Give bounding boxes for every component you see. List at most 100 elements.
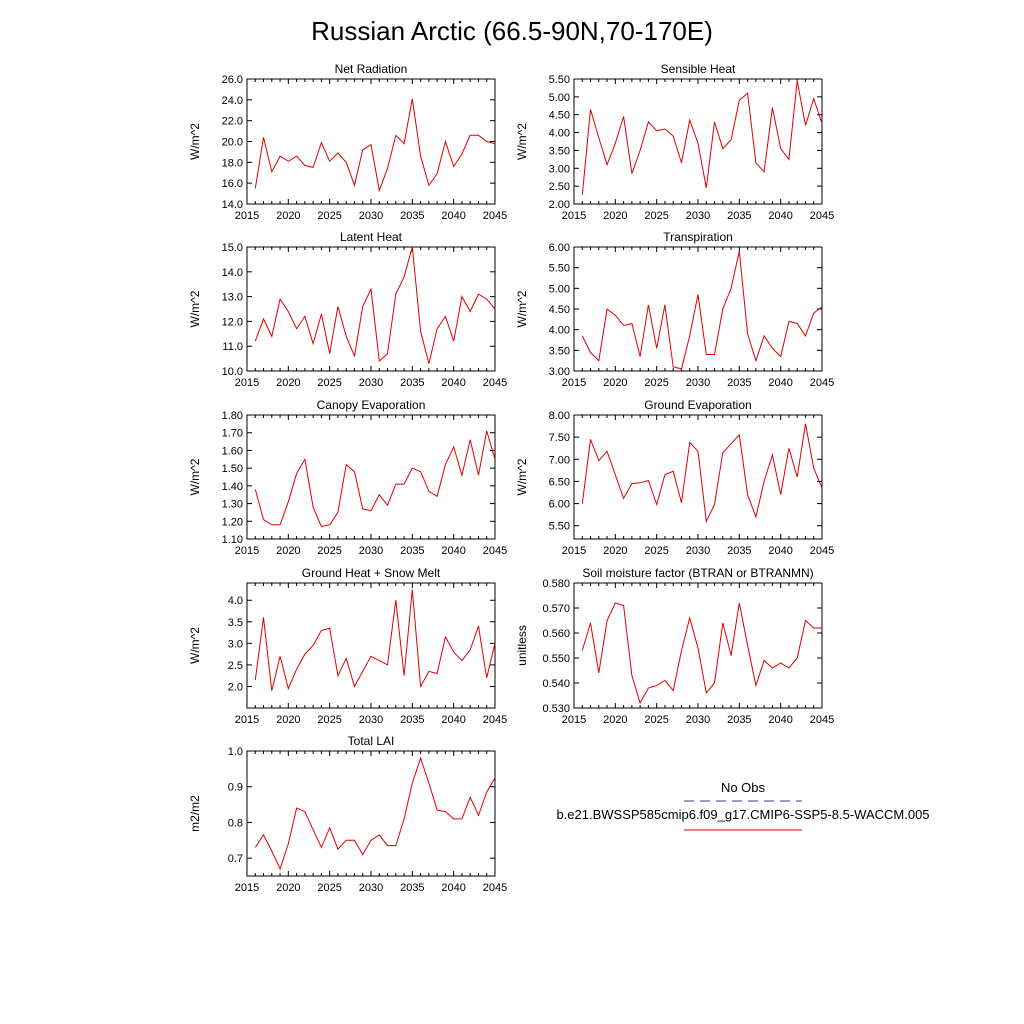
panel-title: Total LAI bbox=[348, 734, 395, 748]
x-tick-label: 2015 bbox=[562, 545, 586, 557]
x-tick-label: 2015 bbox=[235, 545, 259, 557]
x-tick-label: 2045 bbox=[483, 545, 507, 557]
main-title: Russian Arctic (66.5-90N,70-170E) bbox=[311, 16, 713, 46]
x-tick-label: 2020 bbox=[276, 882, 300, 894]
x-tick-label: 2035 bbox=[400, 714, 424, 726]
x-tick-label: 2025 bbox=[644, 714, 668, 726]
y-tick-label: 8.00 bbox=[549, 410, 570, 422]
y-tick-label: 4.00 bbox=[549, 325, 570, 337]
x-tick-label: 2030 bbox=[686, 545, 710, 557]
panel-frame bbox=[573, 414, 823, 540]
y-tick-label: 1.50 bbox=[222, 463, 243, 475]
x-tick-label: 2035 bbox=[400, 377, 424, 389]
series-line bbox=[581, 250, 823, 370]
y-tick-label: 0.550 bbox=[542, 653, 570, 665]
y-tick-label: 2.00 bbox=[549, 199, 570, 211]
y-tick-label: 1.70 bbox=[222, 428, 243, 440]
y-tick-label: 1.20 bbox=[222, 516, 243, 528]
panels: Net Radiation 2015 2020 2025 2030 2035 2040 204… bbox=[188, 62, 834, 894]
y-tick-label: 12.0 bbox=[222, 316, 243, 328]
panel-9: Total LAI 2015 2020 2025 2030 2035 2040 2045 0.7… bbox=[188, 734, 507, 894]
panel-title: Transpiration bbox=[663, 230, 733, 244]
y-tick-label: 15.0 bbox=[222, 242, 243, 254]
x-tick-label: 2030 bbox=[359, 210, 383, 222]
panel-title: Net Radiation bbox=[335, 62, 408, 76]
x-tick-label: 2020 bbox=[603, 545, 627, 557]
y-tick-label: 5.50 bbox=[549, 263, 570, 275]
x-tick-label: 2045 bbox=[810, 210, 834, 222]
y-tick-label: 26.0 bbox=[222, 74, 243, 86]
x-tick-label: 2040 bbox=[441, 210, 465, 222]
x-tick-label: 2015 bbox=[235, 210, 259, 222]
y-tick-label: 3.5 bbox=[228, 617, 243, 629]
y-tick-label: 3.00 bbox=[549, 163, 570, 175]
x-tick-label: 2015 bbox=[562, 714, 586, 726]
x-tick-label: 2035 bbox=[400, 545, 424, 557]
x-tick-label: 2020 bbox=[276, 210, 300, 222]
panel-3: Latent Heat 2015 2020 2025 2030 2035 2040 2045 1… bbox=[188, 230, 507, 389]
x-tick-label: 2020 bbox=[603, 714, 627, 726]
x-tick-label: 2035 bbox=[400, 210, 424, 222]
panel-1: Net Radiation 2015 2020 2025 2030 2035 2040 204… bbox=[188, 62, 507, 222]
x-tick-label: 2040 bbox=[768, 545, 792, 557]
x-tick-label: 2035 bbox=[727, 377, 751, 389]
y-tick-label: 4.50 bbox=[549, 110, 570, 122]
panel-frame bbox=[246, 414, 496, 540]
x-tick-label: 2040 bbox=[768, 377, 792, 389]
y-tick-label: 20.0 bbox=[222, 137, 243, 149]
y-axis-label: W/m^2 bbox=[188, 458, 202, 495]
panel-title: Soil moisture factor (BTRAN or BTRANMN) bbox=[582, 566, 813, 580]
y-tick-label: 0.8 bbox=[228, 817, 243, 829]
x-tick-label: 2035 bbox=[727, 714, 751, 726]
x-tick-label: 2030 bbox=[686, 714, 710, 726]
series-line bbox=[254, 756, 496, 871]
x-tick-label: 2035 bbox=[400, 882, 424, 894]
x-tick-label: 2015 bbox=[235, 377, 259, 389]
y-tick-label: 0.7 bbox=[228, 853, 243, 865]
x-tick-label: 2030 bbox=[686, 210, 710, 222]
panel-title: Sensible Heat bbox=[661, 62, 736, 76]
y-tick-label: 1.40 bbox=[222, 481, 243, 493]
series-line bbox=[254, 430, 496, 528]
y-axis-label: W/m^2 bbox=[515, 290, 529, 327]
y-tick-label: 11.0 bbox=[222, 341, 243, 353]
panel-title: Latent Heat bbox=[340, 230, 403, 244]
panel-2: Sensible Heat 2015 2020 2025 2030 2035 2040 204… bbox=[515, 62, 834, 222]
y-tick-label: 3.50 bbox=[549, 345, 570, 357]
y-tick-label: 14.0 bbox=[222, 267, 243, 279]
y-tick-label: 5.00 bbox=[549, 283, 570, 295]
y-tick-label: 1.10 bbox=[222, 534, 243, 546]
panel-frame bbox=[246, 582, 496, 709]
x-tick-label: 2045 bbox=[483, 714, 507, 726]
panel-8: Soil moisture factor (BTRAN or BTRANMN) 2… bbox=[515, 566, 834, 726]
y-tick-label: 0.580 bbox=[542, 578, 570, 590]
x-tick-label: 2045 bbox=[483, 882, 507, 894]
x-tick-label: 2020 bbox=[276, 377, 300, 389]
x-tick-label: 2040 bbox=[441, 714, 465, 726]
panel-5: Canopy Evaporation 2015 2020 2025 2030 2035 20… bbox=[188, 398, 507, 557]
y-tick-label: 3.0 bbox=[228, 638, 243, 650]
x-tick-label: 2015 bbox=[562, 377, 586, 389]
legend: No Obs b.e21.BWSSP585cmip6.f09_g17.CMIP6… bbox=[556, 780, 930, 831]
x-tick-label: 2040 bbox=[441, 545, 465, 557]
legend-model-label: b.e21.BWSSP585cmip6.f09_g17.CMIP6-SSP5-8… bbox=[556, 807, 929, 822]
x-tick-label: 2030 bbox=[359, 882, 383, 894]
x-tick-label: 2035 bbox=[727, 210, 751, 222]
y-tick-label: 0.560 bbox=[542, 628, 570, 640]
y-tick-label: 1.80 bbox=[222, 410, 243, 422]
series-line bbox=[254, 98, 496, 193]
x-tick-label: 2020 bbox=[276, 545, 300, 557]
x-tick-label: 2015 bbox=[235, 714, 259, 726]
x-tick-label: 2020 bbox=[603, 210, 627, 222]
panel-6: Ground Evaporation 2015 2020 2025 2030 2035 20… bbox=[515, 398, 834, 557]
y-tick-label: 0.9 bbox=[228, 782, 243, 794]
y-axis-label: W/m^2 bbox=[188, 627, 202, 664]
y-tick-label: 14.0 bbox=[222, 199, 243, 211]
x-tick-label: 2025 bbox=[644, 545, 668, 557]
y-tick-label: 24.0 bbox=[222, 95, 243, 107]
x-tick-label: 2020 bbox=[276, 714, 300, 726]
x-tick-label: 2035 bbox=[727, 545, 751, 557]
x-tick-label: 2015 bbox=[235, 882, 259, 894]
series-line bbox=[254, 246, 496, 364]
